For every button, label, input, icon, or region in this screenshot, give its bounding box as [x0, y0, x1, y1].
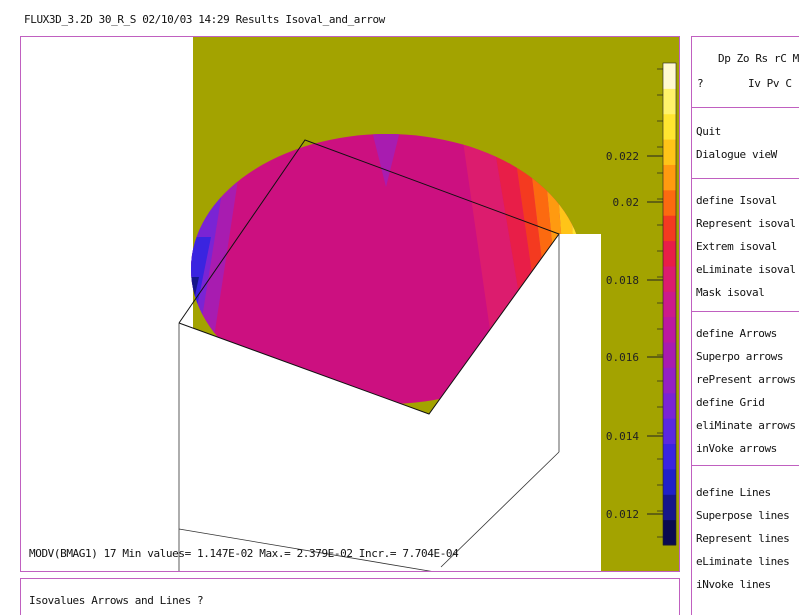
- scale-swatch: [663, 164, 676, 191]
- scale-tick-label: 0.018: [606, 274, 639, 287]
- color-scale: 0.022 0.02 0.018 0.016 0.014 0.012: [606, 62, 677, 546]
- menu-item-eliminate-lines[interactable]: eLiminate lines: [696, 555, 790, 568]
- box-left-face: [21, 37, 193, 571]
- scale-swatch: [663, 494, 676, 521]
- menu-group-system: Dp Zo Rs rC M ? Iv Pv C: [692, 37, 799, 108]
- scale-tick-label: 0.012: [606, 508, 639, 521]
- menu-item-represent-lines[interactable]: Represent lines: [696, 532, 790, 545]
- scale-swatch: [663, 392, 676, 419]
- scale-swatch: [663, 265, 676, 292]
- scale-tick-label: 0.02: [613, 196, 640, 209]
- menu-item-quit[interactable]: Quit: [696, 125, 721, 138]
- menu-item-define-grid[interactable]: define Grid: [696, 396, 765, 409]
- menu-item-define-lines[interactable]: define Lines: [696, 486, 771, 499]
- command-menu: Dp Zo Rs rC M ? Iv Pv C Quit Dialogue vi…: [691, 36, 799, 615]
- command-prompt: Isovalues Arrows and Lines ?: [29, 594, 204, 607]
- menu-item-define-arrows[interactable]: define Arrows: [696, 327, 777, 340]
- scale-swatch: [663, 63, 676, 89]
- system-shortcuts-row2[interactable]: Iv Pv C: [748, 77, 792, 90]
- status-line: MODV(BMAG1) 17 Min values= 1.147E-02 Max…: [29, 547, 459, 560]
- scale-swatch: [663, 88, 676, 115]
- scale-swatch: [663, 468, 676, 495]
- scale-swatch: [663, 316, 676, 343]
- menu-group-arrows: define Arrows Superpo arrows rePresent a…: [692, 311, 799, 466]
- menu-item-invoke-lines[interactable]: iNvoke lines: [696, 578, 771, 591]
- scale-outline: [662, 62, 677, 546]
- scale-swatch: [663, 215, 676, 242]
- scale-swatch: [663, 443, 676, 470]
- menu-item-extrem-isoval[interactable]: Extrem isoval: [696, 240, 777, 253]
- menu-group-general: Quit Dialogue vieW: [692, 107, 799, 179]
- menu-item-dialogue-view[interactable]: Dialogue vieW: [696, 148, 777, 161]
- menu-item-represent-arrows[interactable]: rePresent arrows: [696, 373, 796, 386]
- scale-swatch: [663, 189, 676, 216]
- plot-area[interactable]: 0.022 0.02 0.018 0.016 0.014 0.012 MODV(BMAG1…: [20, 36, 680, 572]
- scale-swatch: [663, 418, 676, 445]
- scale-swatch: [663, 240, 676, 267]
- menu-item-mask-isoval[interactable]: Mask isoval: [696, 286, 765, 299]
- scale-swatch: [663, 367, 676, 394]
- scale-swatch: [663, 291, 676, 318]
- scale-tick-label: 0.014: [606, 430, 639, 443]
- menu-item-superpose-lines[interactable]: Superpose lines: [696, 509, 790, 522]
- menu-group-isoval: define Isoval Represent isoval Extrem is…: [692, 178, 799, 312]
- scale-tick-label: 0.022: [606, 150, 639, 163]
- window-title: FLUX3D_3.2D 30_R_S 02/10/03 14:29 Result…: [24, 13, 385, 26]
- command-prompt-box[interactable]: Isovalues Arrows and Lines ?: [20, 578, 680, 615]
- plot-canvas: 0.022 0.02 0.018 0.016 0.014 0.012: [21, 37, 679, 571]
- scale-swatch: [663, 139, 676, 165]
- menu-group-lines: define Lines Superpose lines Represent l…: [692, 465, 799, 615]
- scale-swatch: [663, 342, 676, 368]
- help-button[interactable]: ?: [697, 77, 704, 90]
- scale-swatch: [663, 519, 676, 546]
- menu-item-eliminate-isoval[interactable]: eLiminate isoval: [696, 263, 796, 276]
- menu-item-eliminate-arrows[interactable]: eliMinate arrows: [696, 419, 796, 432]
- menu-item-invoke-arrows[interactable]: inVoke arrows: [696, 442, 777, 455]
- scale-swatch: [663, 113, 676, 140]
- menu-item-define-isoval[interactable]: define Isoval: [696, 194, 777, 207]
- scale-tick-label: 0.016: [606, 351, 639, 364]
- system-shortcuts-row1[interactable]: Dp Zo Rs rC M: [718, 52, 799, 65]
- menu-item-superpo-arrows[interactable]: Superpo arrows: [696, 350, 784, 363]
- menu-item-represent-isoval[interactable]: Represent isoval: [696, 217, 796, 230]
